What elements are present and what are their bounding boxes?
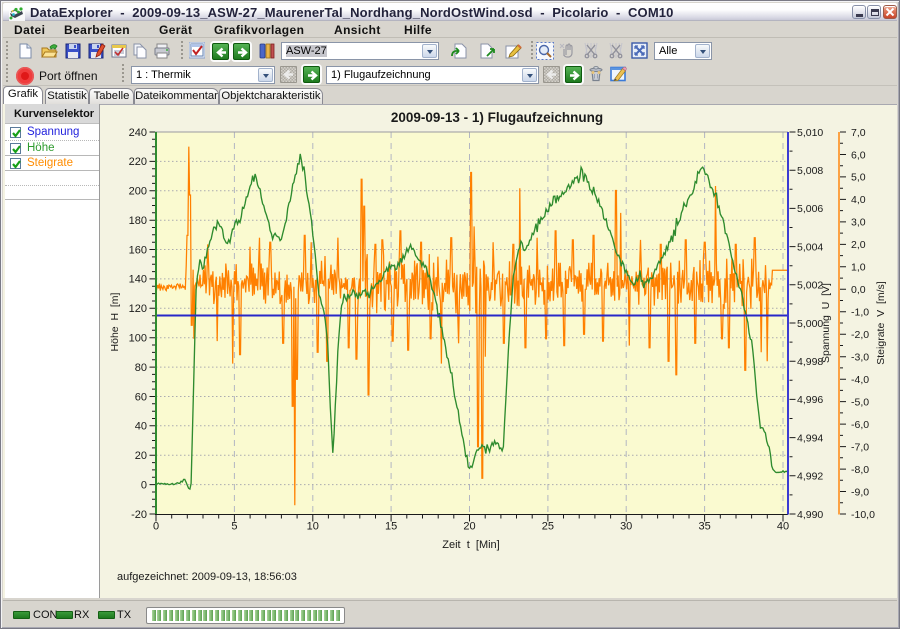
svg-text:3,0: 3,0 <box>851 217 866 229</box>
svg-text:aufgezeichnet: 2009-09-13, 18:: aufgezeichnet: 2009-09-13, 18:56:03 <box>117 571 297 583</box>
svg-text:2009-09-13 - 1) Flugaufzeichnu: 2009-09-13 - 1) Flugaufzeichnung <box>391 110 603 125</box>
svg-text:Spannung U [V]: Spannung U [V] <box>820 283 832 363</box>
svg-text:5: 5 <box>231 521 237 533</box>
svg-text:40: 40 <box>777 521 789 533</box>
svg-text:5,008: 5,008 <box>797 165 823 177</box>
svg-text:4,0: 4,0 <box>851 194 866 206</box>
svg-text:Höhe H [m]: Höhe H [m] <box>109 292 121 351</box>
svg-text:Steigrate V [m/s]: Steigrate V [m/s] <box>875 281 887 365</box>
svg-text:5,004: 5,004 <box>797 241 823 253</box>
svg-text:-9,0: -9,0 <box>851 486 869 498</box>
svg-text:6,0: 6,0 <box>851 149 866 161</box>
svg-text:240: 240 <box>129 127 147 139</box>
svg-text:20: 20 <box>135 450 147 462</box>
svg-text:160: 160 <box>129 244 147 256</box>
svg-text:4,990: 4,990 <box>797 509 823 521</box>
svg-text:200: 200 <box>129 186 147 198</box>
svg-text:10: 10 <box>307 521 319 533</box>
svg-text:1,0: 1,0 <box>851 262 866 274</box>
svg-text:100: 100 <box>129 333 147 345</box>
svg-text:-8,0: -8,0 <box>851 464 869 476</box>
svg-text:0: 0 <box>141 479 147 491</box>
svg-text:-4,0: -4,0 <box>851 374 869 386</box>
svg-text:25: 25 <box>542 521 554 533</box>
svg-text:4,992: 4,992 <box>797 471 823 483</box>
svg-text:-20: -20 <box>131 509 147 521</box>
svg-text:4,996: 4,996 <box>797 394 823 406</box>
svg-text:5,0: 5,0 <box>851 172 866 184</box>
svg-text:0: 0 <box>153 521 159 533</box>
svg-text:60: 60 <box>135 391 147 403</box>
svg-text:7,0: 7,0 <box>851 127 866 139</box>
svg-text:0,0: 0,0 <box>851 284 866 296</box>
svg-text:4,998: 4,998 <box>797 356 823 368</box>
svg-text:-6,0: -6,0 <box>851 419 869 431</box>
svg-text:-2,0: -2,0 <box>851 329 869 341</box>
svg-text:20: 20 <box>463 521 475 533</box>
svg-text:140: 140 <box>129 274 147 286</box>
svg-text:80: 80 <box>135 362 147 374</box>
svg-text:-7,0: -7,0 <box>851 441 869 453</box>
svg-text:4,994: 4,994 <box>797 432 823 444</box>
svg-text:2,0: 2,0 <box>851 239 866 251</box>
svg-text:30: 30 <box>620 521 632 533</box>
svg-text:15: 15 <box>385 521 397 533</box>
svg-text:5,010: 5,010 <box>797 127 823 139</box>
svg-text:-10,0: -10,0 <box>851 509 875 521</box>
svg-text:120: 120 <box>129 303 147 315</box>
svg-text:180: 180 <box>129 215 147 227</box>
svg-text:-1,0: -1,0 <box>851 307 869 319</box>
svg-text:5,002: 5,002 <box>797 280 823 292</box>
svg-text:-3,0: -3,0 <box>851 352 869 364</box>
svg-text:35: 35 <box>698 521 710 533</box>
svg-text:-5,0: -5,0 <box>851 396 869 408</box>
svg-text:220: 220 <box>129 156 147 168</box>
svg-text:40: 40 <box>135 421 147 433</box>
svg-text:5,006: 5,006 <box>797 203 823 215</box>
svg-text:5,000: 5,000 <box>797 318 823 330</box>
svg-text:Zeit t [Min]: Zeit t [Min] <box>442 539 499 551</box>
